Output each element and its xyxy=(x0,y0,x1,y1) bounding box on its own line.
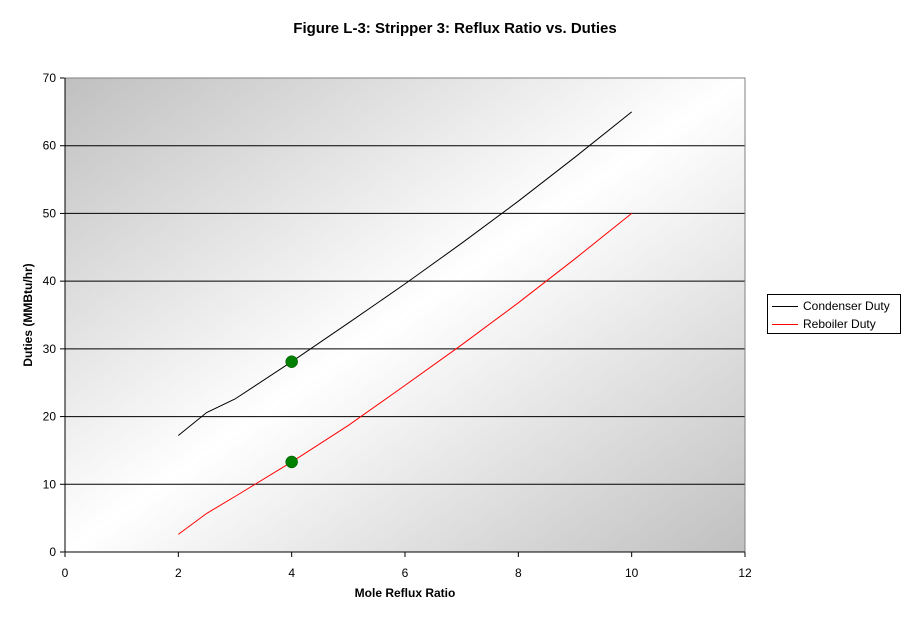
tick-label-y-60: 60 xyxy=(43,139,57,153)
tick-label-x-6: 6 xyxy=(402,566,409,580)
legend-swatch-reboiler xyxy=(772,323,798,325)
plot-background xyxy=(65,78,745,552)
highlight-marker-1 xyxy=(285,455,298,469)
tick-label-x-0: 0 xyxy=(62,566,69,580)
y-axis-label: Duties (MMBtu/hr) xyxy=(21,263,35,367)
legend-label-reboiler: Reboiler Duty xyxy=(803,317,876,331)
tick-label-y-50: 50 xyxy=(43,206,57,220)
legend-item-condenser: Condenser Duty xyxy=(772,298,890,314)
tick-label-x-2: 2 xyxy=(175,566,182,580)
x-axis-label: Mole Reflux Ratio xyxy=(354,586,456,600)
legend-label-condenser: Condenser Duty xyxy=(803,299,890,313)
series-line-condenser-duty xyxy=(177,111,633,436)
chart-title: Figure L-3: Stripper 3: Reflux Ratio vs.… xyxy=(293,20,617,37)
tick-label-x-4: 4 xyxy=(288,566,295,580)
tick-label-x-10: 10 xyxy=(625,566,639,580)
tick-label-x-8: 8 xyxy=(515,566,522,580)
tick-label-y-40: 40 xyxy=(43,274,57,288)
tick-label-y-20: 20 xyxy=(43,410,57,424)
series-line-reboiler-duty xyxy=(178,213,633,535)
legend: Condenser Duty Reboiler Duty xyxy=(767,294,901,334)
highlight-marker-0 xyxy=(285,355,298,368)
tick-label-y-0: 0 xyxy=(49,545,56,559)
tick-label-y-30: 30 xyxy=(43,342,57,356)
legend-swatch-condenser xyxy=(772,305,798,307)
tick-label-x-12: 12 xyxy=(738,566,752,580)
legend-item-reboiler: Reboiler Duty xyxy=(772,316,876,332)
tick-label-y-70: 70 xyxy=(43,71,57,85)
tick-label-y-10: 10 xyxy=(43,477,57,491)
